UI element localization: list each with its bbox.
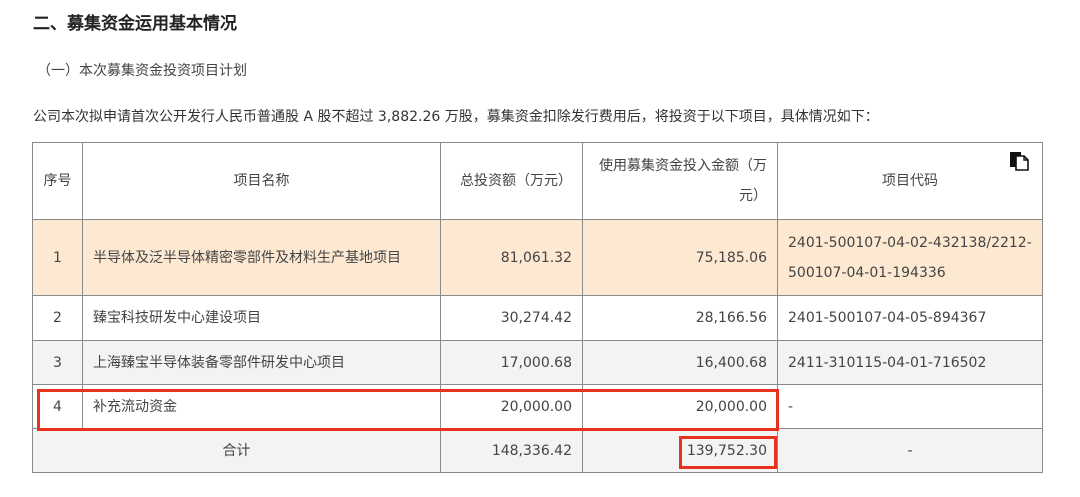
header-code: 项目代码 xyxy=(777,142,1043,220)
total-raised: 139,752.30 xyxy=(582,428,778,473)
cell-code: - xyxy=(777,384,1043,429)
fund-usage-table: 序号 项目名称 总投资额（万元） 使用募集资金投入金额（万元） 项目代码 1 半… xyxy=(32,142,1043,473)
header-name: 项目名称 xyxy=(82,142,441,220)
subsection-heading: （一）本次募集资金投资项目计划 xyxy=(37,63,247,79)
total-code: - xyxy=(777,428,1043,473)
table-row: 1 半导体及泛半导体精密零部件及材料生产基地项目 81,061.32 75,18… xyxy=(32,219,1043,296)
annotation-box-row-4 xyxy=(37,389,779,431)
cell-name: 臻宝科技研发中心建设项目 xyxy=(82,295,441,341)
header-raised: 使用募集资金投入金额（万元） xyxy=(582,142,778,220)
cell-no: 3 xyxy=(32,340,83,385)
cell-code: 2411-310115-04-01-716502 xyxy=(777,340,1043,385)
cell-raised: 75,185.06 xyxy=(582,219,778,296)
section-heading: 二、募集资金运用基本情况 xyxy=(33,14,237,34)
cell-total: 30,274.42 xyxy=(440,295,583,341)
table-total-row: 合计 148,336.42 139,752.30 - xyxy=(32,428,1043,473)
cell-name: 上海臻宝半导体装备零部件研发中心项目 xyxy=(82,340,441,385)
table-header-row: 序号 项目名称 总投资额（万元） 使用募集资金投入金额（万元） 项目代码 xyxy=(32,142,1043,220)
intro-paragraph: 公司本次拟申请首次公开发行人民币普通股 A 股不超过 3,882.26 万股，募… xyxy=(33,109,879,125)
total-label: 合计 xyxy=(32,428,441,473)
cell-total: 17,000.68 xyxy=(440,340,583,385)
header-no: 序号 xyxy=(32,142,83,220)
table-row: 2 臻宝科技研发中心建设项目 30,274.42 28,166.56 2401-… xyxy=(32,295,1043,341)
total-total: 148,336.42 xyxy=(440,428,583,473)
cell-no: 2 xyxy=(32,295,83,341)
copy-icon[interactable] xyxy=(1009,151,1029,171)
annotation-box-total-raised xyxy=(679,436,777,469)
cell-total: 81,061.32 xyxy=(440,219,583,296)
cell-raised: 16,400.68 xyxy=(582,340,778,385)
cell-raised: 28,166.56 xyxy=(582,295,778,341)
table-row: 3 上海臻宝半导体装备零部件研发中心项目 17,000.68 16,400.68… xyxy=(32,340,1043,385)
cell-name: 半导体及泛半导体精密零部件及材料生产基地项目 xyxy=(82,219,441,296)
cell-code: 2401-500107-04-02-432138/2212-500107-04-… xyxy=(777,219,1043,296)
cell-code: 2401-500107-04-05-894367 xyxy=(777,295,1043,341)
header-total: 总投资额（万元） xyxy=(440,142,583,220)
cell-no: 1 xyxy=(32,219,83,296)
